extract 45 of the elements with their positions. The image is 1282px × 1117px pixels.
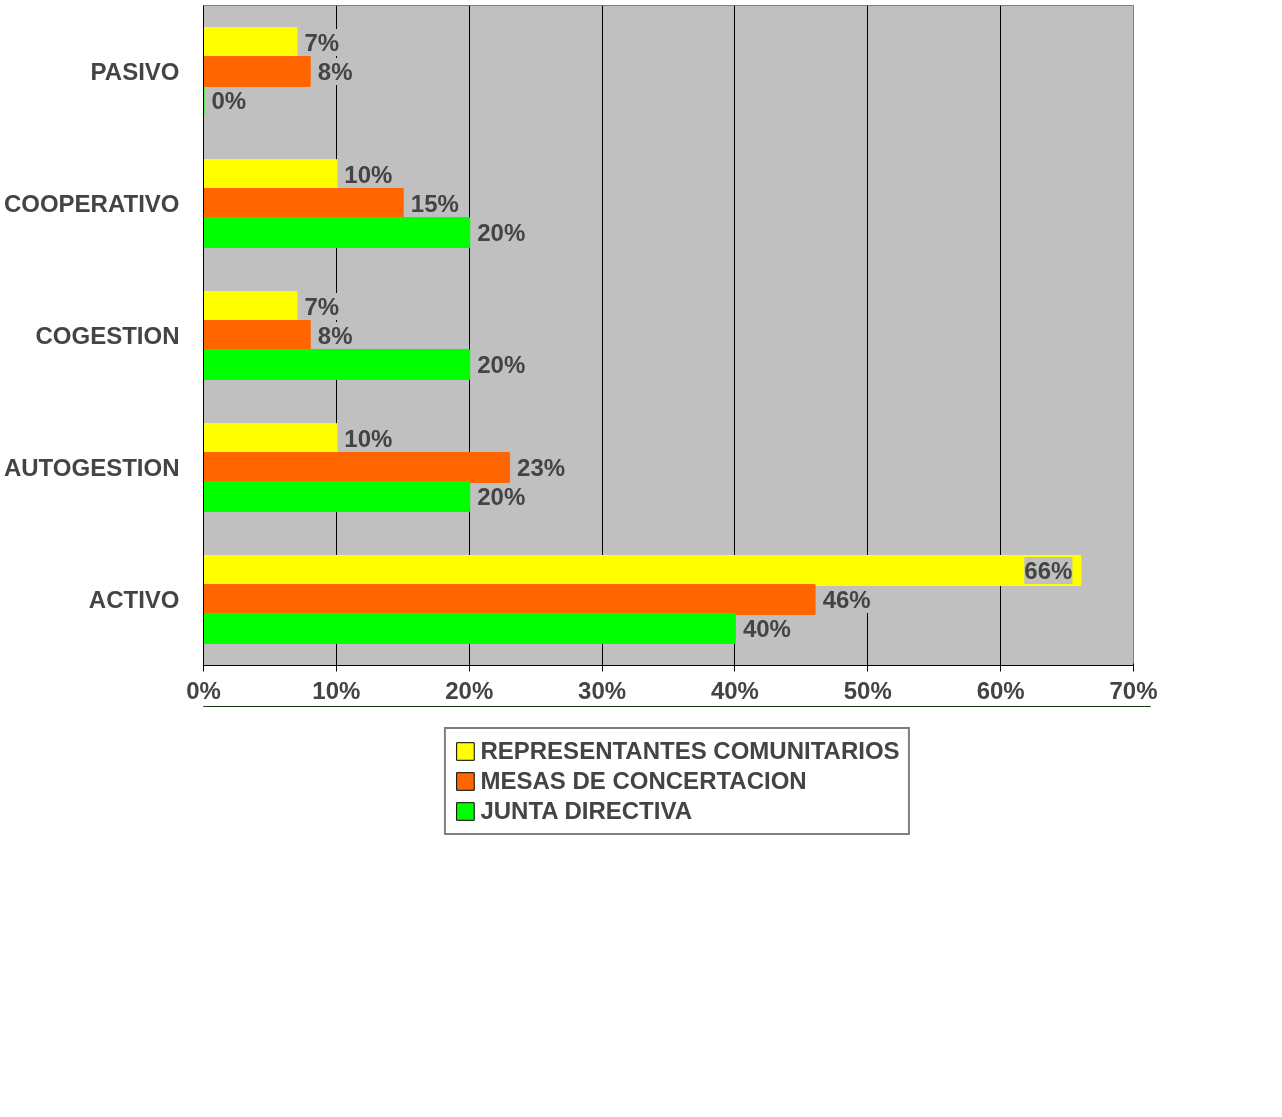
x-tick-label: 20% — [445, 676, 494, 704]
bar — [203, 554, 1082, 586]
legend-label: JUNTA DIRECTIVA — [480, 797, 692, 825]
data-label: 23% — [517, 454, 566, 481]
x-tick-label: 30% — [578, 676, 627, 704]
bar — [203, 481, 471, 513]
data-label: 15% — [410, 190, 459, 217]
y-tick-label: COGESTION — [35, 322, 180, 349]
data-label: 0% — [211, 87, 247, 115]
data-label: 8% — [317, 58, 353, 85]
data-label: 20% — [477, 351, 526, 379]
data-label: 66% — [1024, 556, 1073, 584]
bar — [203, 55, 311, 88]
data-label: 20% — [477, 219, 526, 247]
x-tick-label: 50% — [843, 676, 892, 704]
bar — [203, 158, 338, 190]
bar — [203, 290, 298, 322]
x-tick-label: 60% — [976, 676, 1025, 704]
data-label: 46% — [822, 586, 871, 613]
y-tick-label: PASIVO — [90, 58, 180, 85]
data-label: 20% — [477, 483, 526, 511]
x-tick-label: 70% — [1109, 676, 1158, 704]
bar — [203, 451, 511, 484]
y-tick-label: COOPERATIVO — [3, 190, 180, 217]
data-label: 7% — [304, 292, 340, 320]
data-label: 7% — [304, 28, 340, 56]
bar — [203, 26, 298, 58]
bar — [203, 217, 471, 249]
bar — [203, 613, 736, 645]
bar — [203, 422, 338, 454]
bar — [203, 349, 471, 381]
y-tick-label: ACTIVO — [88, 586, 180, 613]
bar — [203, 583, 816, 616]
bar — [203, 319, 311, 352]
x-tick-label: 40% — [710, 676, 759, 704]
data-label: 8% — [317, 322, 353, 349]
legend-label: REPRESENTANTES COMUNITARIOS — [480, 737, 900, 765]
data-label: 10% — [344, 424, 393, 452]
bar — [203, 187, 404, 220]
x-tick-label: 10% — [312, 676, 361, 704]
x-tick-label: 0% — [186, 676, 221, 704]
legend-label: MESAS DE CONCERTACION — [480, 767, 807, 795]
data-label: 10% — [344, 160, 393, 188]
data-label: 40% — [742, 615, 791, 643]
y-tick-label: AUTOGESTION — [3, 454, 180, 481]
